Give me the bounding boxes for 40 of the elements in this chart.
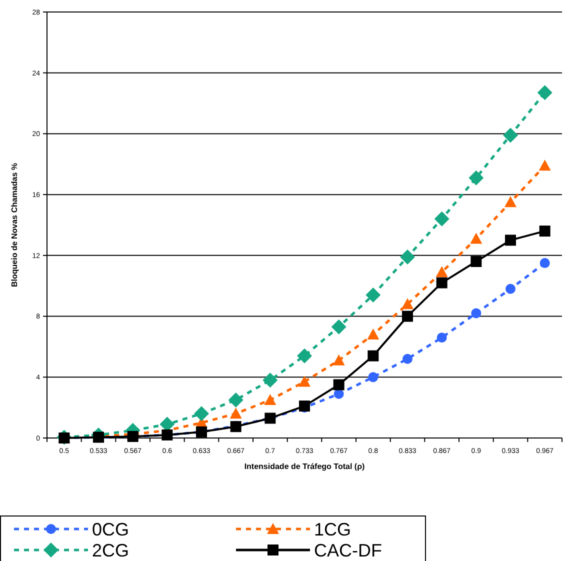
point bbox=[470, 232, 482, 244]
point bbox=[367, 328, 380, 340]
point bbox=[540, 258, 550, 268]
point bbox=[333, 379, 344, 390]
point bbox=[228, 392, 244, 408]
point bbox=[297, 348, 312, 364]
point bbox=[436, 277, 448, 288]
point bbox=[506, 284, 516, 294]
point bbox=[471, 308, 482, 318]
point bbox=[504, 196, 516, 208]
point bbox=[539, 226, 550, 237]
point bbox=[402, 298, 414, 310]
point bbox=[538, 160, 551, 171]
legend-label: 1CG bbox=[314, 519, 352, 540]
legend-label: 2CG bbox=[92, 540, 130, 560]
point bbox=[537, 85, 552, 100]
point bbox=[262, 372, 278, 388]
legend-label: 0CG bbox=[92, 519, 130, 540]
point bbox=[468, 170, 484, 186]
y-axis-title: Bloqueio de Novas Chamadas % bbox=[10, 162, 19, 288]
point bbox=[332, 354, 345, 366]
point bbox=[434, 211, 450, 226]
point bbox=[230, 408, 242, 419]
point bbox=[436, 332, 447, 343]
point bbox=[368, 372, 378, 382]
point bbox=[402, 310, 413, 322]
point bbox=[368, 350, 379, 362]
point bbox=[400, 249, 415, 264]
point bbox=[194, 406, 209, 422]
x-axis-title: Intensidade de Tráfego Total (ρ) bbox=[244, 462, 366, 471]
point bbox=[366, 287, 381, 302]
legend-label: CAC-DF bbox=[314, 540, 382, 560]
point bbox=[436, 266, 448, 278]
point bbox=[264, 394, 276, 405]
point bbox=[402, 354, 412, 364]
point bbox=[331, 319, 346, 334]
point bbox=[298, 376, 310, 387]
point bbox=[470, 256, 482, 268]
point bbox=[505, 234, 516, 246]
point bbox=[503, 128, 518, 143]
